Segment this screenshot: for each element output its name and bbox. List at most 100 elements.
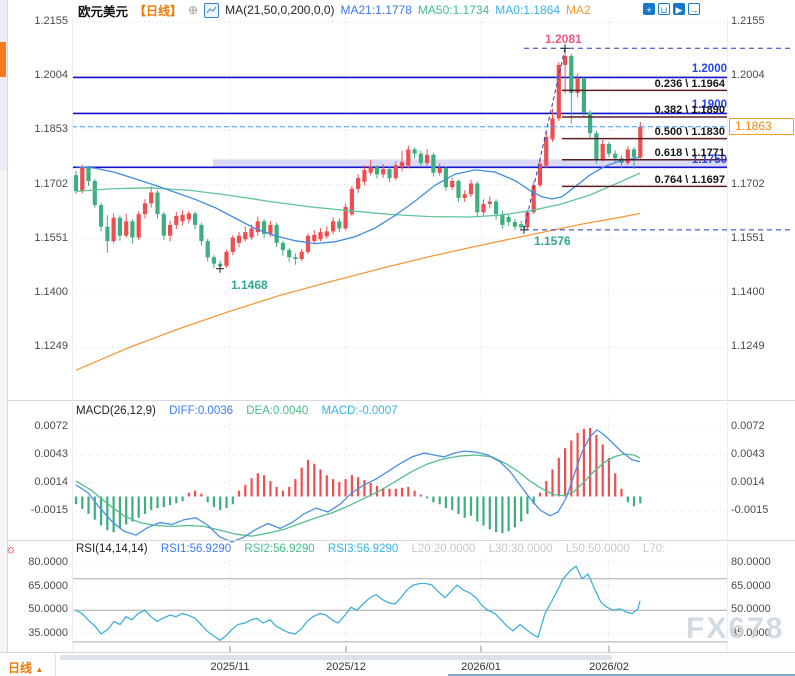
period-selector[interactable]: 日线 ▲: [8, 661, 44, 675]
chart-annotation-label: 1.2000: [691, 63, 727, 75]
macd-header: MACD(26,12,9) DIFF:0.0036 DEA:0.0040 MAC…: [76, 405, 408, 417]
macd-axis-label: 0.0072: [731, 420, 765, 432]
rsi-l50-value: L50:50.0000: [565, 543, 630, 555]
chart-annotation-label: 0.236 \ 1.1964: [654, 78, 725, 90]
date-label: 2025/12: [326, 661, 366, 673]
price-axis-label: 1.2004: [34, 69, 68, 81]
ma21-value: MA21:1.1778: [340, 3, 412, 17]
left-scroll-thumb[interactable]: [0, 42, 6, 77]
price-axis-label: 1.1400: [34, 286, 68, 298]
candlestick-series: [73, 48, 643, 269]
chart-annotation-label: 0.618 \ 1.1771: [654, 147, 725, 159]
chart-annotation-label: 1.1900: [691, 99, 727, 111]
chart-annotation-label: 0.500 \ 1.1830: [654, 126, 725, 138]
macd-axis-label: 0.0043: [731, 448, 765, 460]
rsi-line: [75, 565, 641, 642]
rsi-axis-label: 65.0000: [28, 580, 68, 592]
link-icon[interactable]: ⊕: [188, 3, 199, 17]
chevron-up-icon: ▲: [35, 665, 44, 674]
horizontal-scrollbar-thumb[interactable]: [60, 655, 612, 660]
chart-annotation-label: 0.764 \ 1.1697: [654, 174, 725, 186]
rsi-axis-label: 80.0000: [28, 556, 68, 568]
left-scroll-strip[interactable]: [0, 0, 8, 652]
macd-axis-label: 0.0043: [34, 448, 68, 460]
rsi-levels: [72, 578, 727, 643]
macd-axis-label: -0.0015: [731, 504, 769, 516]
rsi-axis-label: 50.0000: [28, 603, 68, 615]
period-label[interactable]: 【日线】: [134, 3, 183, 18]
chart-header: 欧元美元 【日线】 ⊕ MA(21,50,0,200,0,0) MA21:1.17…: [78, 2, 591, 19]
chart-annotation-label: 1.1576: [534, 234, 571, 248]
go-to-latest-icon[interactable]: →: [688, 3, 700, 15]
rsi-axis-label: 50.0000: [731, 603, 771, 615]
macd-axis-label: -0.0015: [30, 504, 68, 516]
bottom-bar: 日线 ▲ 2025/11 2025/12 2026/01 2026/02: [0, 652, 795, 676]
ma50-value: MA50:1.1734: [417, 3, 490, 17]
macd-dea-line: [75, 453, 641, 537]
symbol-name: 欧元美元: [78, 4, 129, 19]
chart-annotation-label: 1.2081: [545, 32, 582, 46]
rsi1-value: RSI1:56.9290: [160, 543, 232, 555]
rsi-l20-value: L20:20.0000: [411, 543, 476, 555]
date-label: 2026/02: [589, 661, 629, 673]
rsi-axis-label: 35.0000: [28, 627, 68, 639]
gridlines: [72, 18, 727, 652]
macd-dea-value: DEA:0.0040: [246, 405, 309, 417]
macd-diff-value: DIFF:0.0036: [169, 405, 234, 417]
bottom-accent-line: [448, 674, 795, 676]
bottom-bar-divider: [55, 653, 56, 676]
price-axis-label: 1.1249: [731, 340, 765, 352]
fibonacci-retracement: [523, 47, 790, 231]
chart-annotation-label: 1.1750: [691, 154, 727, 166]
rsi-axis-label: 80.0000: [731, 556, 771, 568]
swing-markers: [216, 44, 569, 273]
chart-toolbar: + ⊔ ▶ →: [643, 3, 700, 15]
ma50-line: [75, 172, 641, 218]
ma2-value: MA2: [566, 3, 591, 17]
ma21-line: [75, 156, 641, 245]
chart-annotation-label: 1.1468: [231, 278, 268, 292]
macd-macd-value: MACD:-0.0007: [321, 405, 398, 417]
macd-axis-label: 0.0014: [34, 476, 68, 488]
date-label: 2026/01: [461, 661, 501, 673]
macd-histogram: [74, 428, 642, 534]
indicator-settings-icon[interactable]: ☼: [5, 541, 17, 556]
chart-annotation-label: 0.382 \ 1.1890: [654, 104, 725, 116]
price-axis-label: 1.2155: [34, 15, 68, 27]
ma-formula: MA(21,50,0,200,0,0): [225, 3, 335, 17]
rsi-axis-label: 35.0000: [731, 627, 771, 639]
price-axis-label: 1.1551: [34, 232, 68, 244]
scroll-right-icon[interactable]: ▶: [673, 3, 685, 15]
rsi-l70-value: L70:: [642, 543, 666, 555]
rsi2-value: RSI2:56.9290: [244, 543, 315, 555]
macd-diff-line: [75, 429, 641, 543]
price-axis-label: 1.1400: [731, 286, 765, 298]
pan-icon[interactable]: +: [643, 3, 655, 15]
price-axis-label: 1.2004: [731, 69, 765, 81]
rsi-label[interactable]: RSI(14,14,14): [76, 543, 148, 555]
macd-label[interactable]: MACD(26,12,9): [76, 405, 156, 417]
price-axis-label: 1.2155: [731, 15, 765, 27]
ma200-line: [75, 212, 641, 371]
macd-axis-label: 0.0014: [731, 476, 765, 488]
panel-separators: [0, 18, 795, 652]
rsi-axis-label: 65.0000: [731, 580, 771, 592]
blue-level-lines: [72, 76, 727, 169]
last-price-marker: 1.1863: [729, 118, 794, 135]
date-label: 2025/11: [210, 661, 250, 673]
support-zone-band: [213, 159, 727, 167]
ma0-value: MA0:1.1864: [495, 3, 560, 17]
price-axis-label: 1.1249: [34, 340, 68, 352]
rsi3-value: RSI3:56.9290: [327, 543, 399, 555]
rsi-l30-value: L30:30.0000: [488, 543, 553, 555]
ma-indicator-icon[interactable]: [204, 2, 220, 18]
watermark: FX678: [686, 612, 785, 645]
left-scroll-track: [0, 170, 7, 652]
price-axis-label: 1.1702: [731, 178, 765, 190]
price-axis-label: 1.1853: [34, 123, 68, 135]
price-axis-label: 1.1551: [731, 232, 765, 244]
fit-scale-icon[interactable]: ⊔: [658, 3, 670, 15]
macd-axis-label: 0.0072: [34, 420, 68, 432]
